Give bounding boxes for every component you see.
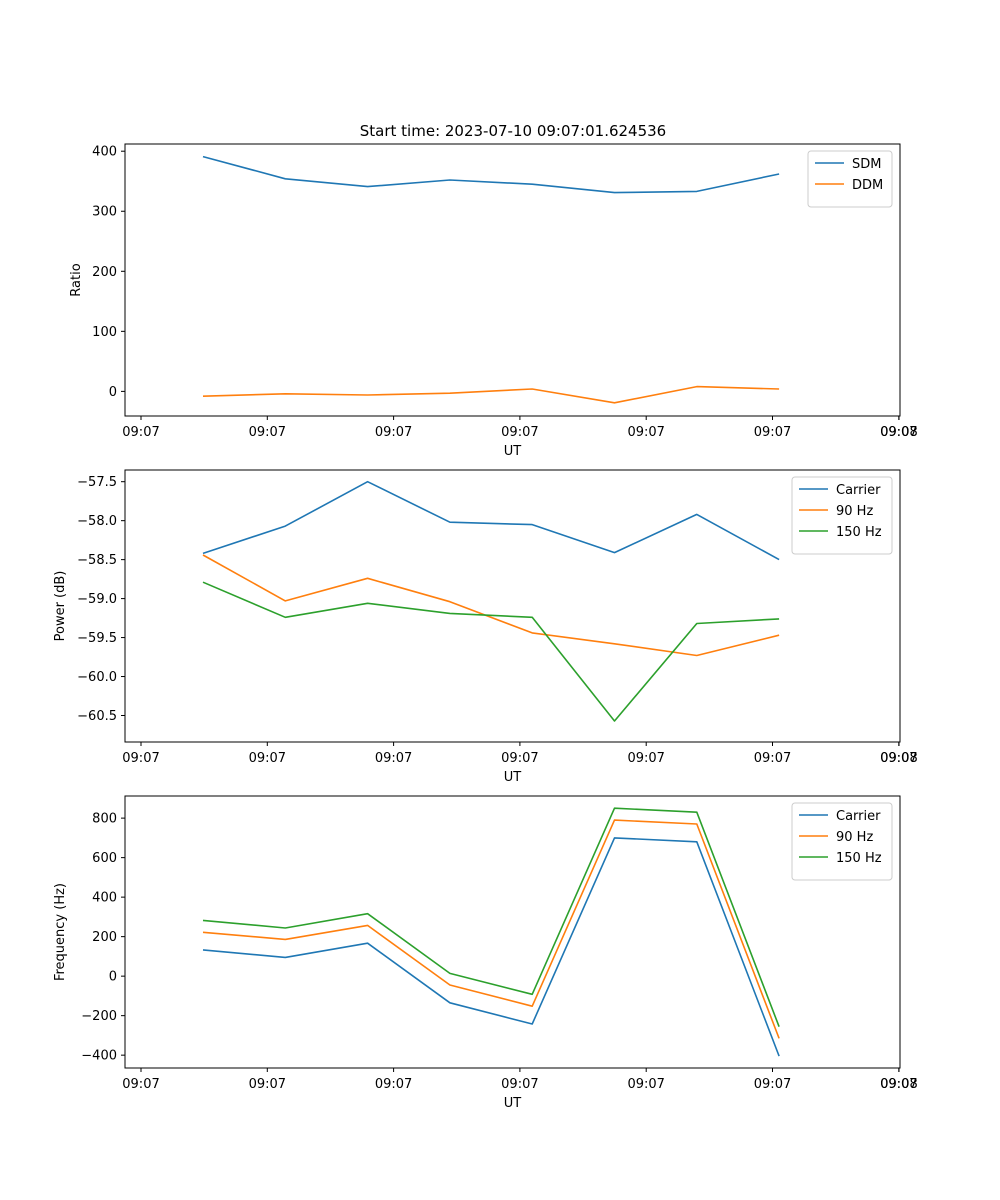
y-tick-label: −57.5 bbox=[77, 475, 117, 490]
x-tick-label: 09:07 bbox=[754, 1077, 791, 1092]
y-tick-label: 0 bbox=[109, 385, 117, 400]
x-tick-label: 09:07 bbox=[627, 751, 664, 766]
x-tick-label: 09:07 bbox=[627, 1077, 664, 1092]
axes-frame bbox=[124, 143, 901, 417]
x-tick-label: 09:08 bbox=[880, 425, 917, 440]
y-axis-label: Frequency (Hz) bbox=[53, 883, 68, 981]
y-tick-label: 200 bbox=[92, 930, 117, 945]
series-line-carrier bbox=[202, 480, 780, 561]
legend-box bbox=[791, 802, 893, 881]
y-tick-label: −59.5 bbox=[77, 631, 117, 646]
x-tick-label: 09:07 bbox=[501, 1077, 538, 1092]
y-tick-label: 600 bbox=[92, 851, 117, 866]
y-axis-label: Ratio bbox=[69, 263, 84, 296]
x-tick-label: 09:07 bbox=[754, 751, 791, 766]
legend-label: Carrier bbox=[836, 483, 881, 498]
legend-label: SDM bbox=[852, 157, 881, 172]
x-tick-label: 09:07 bbox=[880, 425, 917, 440]
axes-frame bbox=[124, 469, 901, 743]
legend-label: 150 Hz bbox=[836, 851, 882, 866]
legend-label: DDM bbox=[852, 178, 883, 193]
legend-label: 90 Hz bbox=[836, 504, 873, 519]
series-line-90-hz bbox=[202, 554, 780, 657]
x-tick-label: 09:07 bbox=[249, 751, 286, 766]
legend-label: 90 Hz bbox=[836, 830, 873, 845]
y-tick-label: 100 bbox=[92, 325, 117, 340]
y-tick-label: 300 bbox=[92, 205, 117, 220]
y-tick-label: 800 bbox=[92, 812, 117, 827]
legend-label: 150 Hz bbox=[836, 525, 882, 540]
series-line-ddm bbox=[202, 385, 780, 404]
x-tick-label: 09:07 bbox=[880, 751, 917, 766]
series-line-sdm bbox=[202, 155, 780, 194]
y-tick-label: 400 bbox=[92, 145, 117, 160]
y-tick-label: −60.0 bbox=[77, 670, 117, 685]
x-tick-label: 09:07 bbox=[375, 751, 412, 766]
y-tick-label: −58.5 bbox=[77, 553, 117, 568]
series-line-150-hz bbox=[202, 807, 780, 1027]
y-tick-label: −400 bbox=[81, 1049, 117, 1064]
y-tick-label: −60.5 bbox=[77, 709, 117, 724]
y-tick-label: −58.0 bbox=[77, 514, 117, 529]
y-tick-label: 400 bbox=[92, 891, 117, 906]
legend-label: Carrier bbox=[836, 809, 881, 824]
y-tick-label: 200 bbox=[92, 265, 117, 280]
x-tick-label: 09:07 bbox=[501, 425, 538, 440]
x-axis-label: UT bbox=[504, 444, 522, 459]
series-line-150-hz bbox=[202, 581, 780, 722]
x-tick-label: 09:07 bbox=[122, 1077, 159, 1092]
legend-box bbox=[807, 150, 893, 208]
legend: SDM DDM bbox=[807, 150, 893, 208]
y-tick-label: −59.0 bbox=[77, 592, 117, 607]
chart-title: Start time: 2023-07-10 09:07:01.624536 bbox=[360, 122, 666, 140]
x-tick-label: 09:08 bbox=[880, 751, 917, 766]
legend: Carrier 90 Hz 150 Hz bbox=[791, 802, 893, 881]
x-tick-label: 09:07 bbox=[122, 425, 159, 440]
x-tick-label: 09:07 bbox=[501, 751, 538, 766]
x-axis-label: UT bbox=[504, 770, 522, 785]
x-tick-label: 09:07 bbox=[122, 751, 159, 766]
x-tick-label: 09:07 bbox=[880, 1077, 917, 1092]
x-tick-label: 09:07 bbox=[249, 1077, 286, 1092]
series-line-90-hz bbox=[202, 819, 780, 1039]
x-axis-label: UT bbox=[504, 1096, 522, 1111]
x-tick-label: 09:07 bbox=[375, 425, 412, 440]
legend-box bbox=[791, 476, 893, 555]
subplot-2: −57.5 −58.0 −58.5 −59.0 −59.5 −60.0 −60.5 09:07… bbox=[53, 469, 918, 785]
x-tick-label: 09:08 bbox=[880, 1077, 917, 1092]
x-tick-label: 09:07 bbox=[754, 425, 791, 440]
legend: Carrier 90 Hz 150 Hz bbox=[791, 476, 893, 555]
x-tick-label: 09:07 bbox=[249, 425, 286, 440]
axes-frame bbox=[124, 795, 901, 1069]
y-tick-label: −200 bbox=[81, 1009, 117, 1024]
y-axis-label: Power (dB) bbox=[53, 571, 68, 642]
series-line-carrier bbox=[202, 837, 780, 1057]
y-tick-label: 0 bbox=[109, 970, 117, 985]
x-tick-label: 09:07 bbox=[375, 1077, 412, 1092]
x-tick-label: 09:07 bbox=[627, 425, 664, 440]
